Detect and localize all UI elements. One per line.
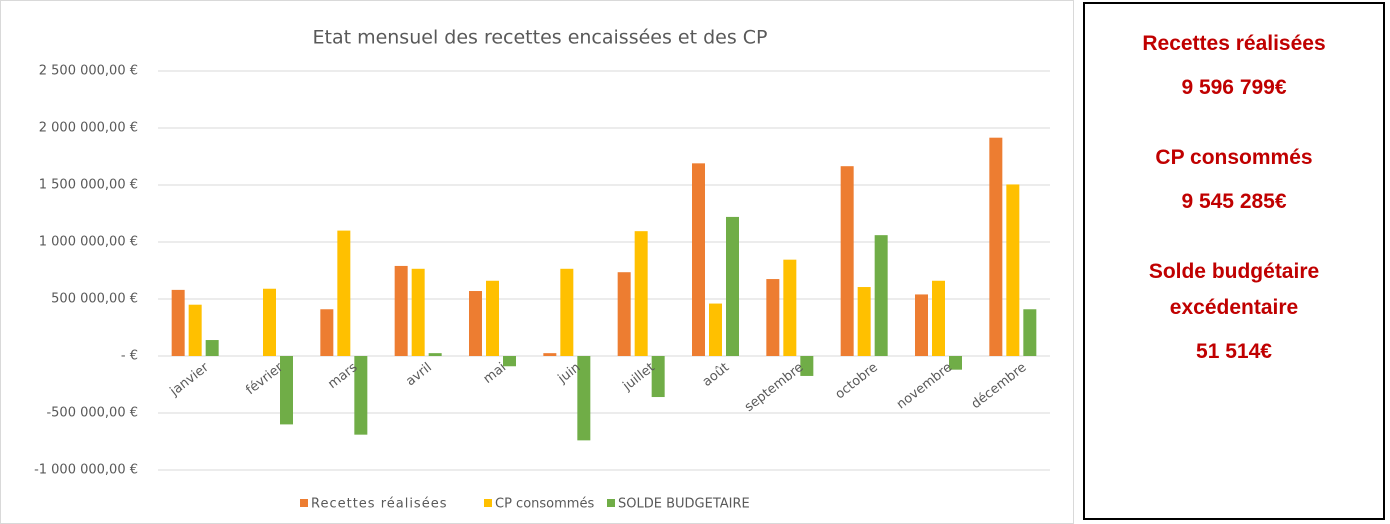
bar [263, 288, 276, 356]
bar [354, 356, 368, 435]
summary-value: 51 514€ [1196, 340, 1272, 363]
y-tick-label: 500 000,00 € [51, 292, 138, 307]
y-tick-label: -500 000,00 € [46, 406, 138, 421]
summary-value: 9 596 799€ [1181, 76, 1287, 99]
chart: Etat mensuel des recettes encaissées et … [0, 0, 1074, 524]
legend-label: SOLDE BUDGETAIRE [618, 497, 750, 512]
legend-swatch [484, 499, 492, 507]
bar [915, 294, 928, 356]
bar [709, 303, 722, 356]
bar [932, 280, 945, 356]
bar [320, 309, 334, 356]
y-tick-label: 1 500 000,00 € [39, 178, 138, 193]
bar [577, 356, 591, 441]
bar [205, 340, 219, 356]
bar [726, 216, 739, 356]
y-tick-label: 1 000 000,00 € [39, 235, 138, 250]
bar [692, 163, 705, 356]
legend-swatch [300, 499, 308, 507]
legend-label: Recettes réalisées [311, 497, 447, 512]
bar [949, 356, 962, 370]
summary-panel: Recettes réalisées 9 596 799€ CP consommés… [1083, 2, 1385, 520]
bar [337, 230, 351, 356]
bar [989, 137, 1003, 356]
legend-swatch [607, 499, 615, 507]
chart-title: Etat mensuel des recettes encaissées et … [312, 27, 767, 49]
bar [411, 268, 425, 356]
summary-item: Recettes réalisées 9 596 799€ [1114, 26, 1354, 100]
bar [766, 279, 780, 356]
bar [560, 268, 574, 356]
bar [783, 259, 797, 356]
bar [543, 353, 557, 356]
bar [469, 291, 482, 356]
chart-border [0, 0, 1074, 524]
y-tick-label: 2 500 000,00 € [39, 64, 138, 79]
bar [874, 235, 888, 356]
summary-value: 9 545 285€ [1181, 190, 1287, 213]
bar [840, 166, 854, 356]
bar [394, 265, 408, 356]
bar [617, 272, 631, 356]
summary-label: Recettes réalisées [1142, 32, 1326, 55]
legend-label: CP consommés [495, 497, 594, 512]
y-tick-label: - € [121, 349, 138, 364]
bar [280, 356, 293, 425]
bar [486, 280, 499, 356]
y-tick-label: 2 000 000,00 € [39, 121, 138, 136]
bar [651, 356, 665, 398]
y-tick-label: -1 000 000,00 € [34, 463, 138, 478]
summary-label: CP consommés [1155, 146, 1313, 169]
summary-label: Solde budgétaire excédentaire [1148, 260, 1320, 319]
summary-item: CP consommés 9 545 285€ [1114, 140, 1354, 214]
bar [634, 231, 648, 356]
bar [1006, 184, 1020, 356]
bar [503, 356, 516, 367]
bar [1023, 309, 1037, 356]
bar [171, 289, 185, 356]
bar [188, 304, 202, 356]
summary-item: Solde budgétaire excédentaire 51 514€ [1114, 254, 1354, 364]
bar [800, 356, 814, 376]
bar [857, 287, 871, 356]
bar [428, 353, 442, 356]
